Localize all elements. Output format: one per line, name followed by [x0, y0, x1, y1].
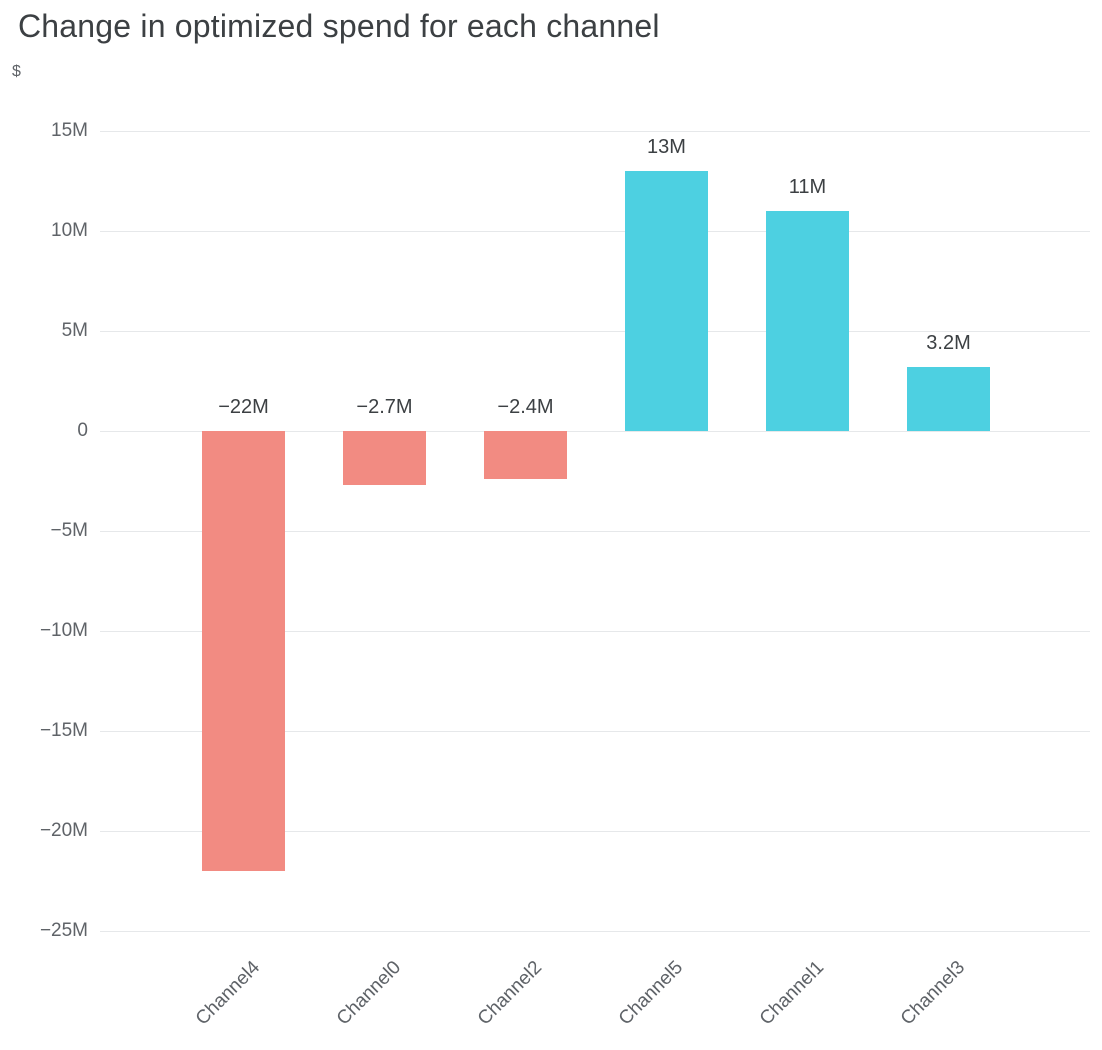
chart-title: Change in optimized spend for each chann…	[18, 8, 660, 44]
y-tick-label: −15M	[39, 720, 88, 741]
y-tick-label: 5M	[61, 320, 88, 341]
bar-channel0	[343, 431, 426, 485]
y-tick-label: −10M	[39, 620, 88, 641]
bar-value-label-channel0: −2.7M	[356, 396, 413, 418]
gridline	[100, 731, 1090, 732]
gridline	[100, 531, 1090, 532]
bar-value-label-channel5: 13M	[647, 136, 686, 158]
x-tick-label-channel0: Channel0	[332, 957, 406, 1030]
y-tick-label: −25M	[39, 920, 88, 941]
y-tick-label: −5M	[50, 520, 89, 541]
y-tick-label: 15M	[51, 120, 88, 141]
bar-value-label-channel2: −2.4M	[497, 396, 554, 418]
x-tick-label-channel4: Channel4	[191, 957, 265, 1030]
x-tick-label-channel2: Channel2	[473, 957, 547, 1030]
bar-value-label-channel1: 11M	[788, 176, 827, 198]
zero-gridline	[100, 431, 1090, 432]
gridline	[100, 631, 1090, 632]
x-tick-label-channel3: Channel3	[896, 957, 970, 1030]
y-tick-label: 0	[77, 420, 88, 441]
y-axis-title-dollar: $	[12, 63, 21, 80]
gridline	[100, 831, 1090, 832]
gridline	[100, 131, 1090, 132]
y-tick-label: 10M	[51, 220, 88, 241]
gridline	[100, 931, 1090, 932]
bar-channel2	[484, 431, 567, 479]
gridline	[100, 231, 1090, 232]
bar-value-label-channel4: −22M	[218, 396, 269, 418]
bar-channel5	[625, 171, 708, 431]
bar-channel1	[766, 211, 849, 431]
bar-channel3	[907, 367, 990, 431]
x-tick-label-channel1: Channel1	[755, 957, 829, 1030]
bar-channel4	[202, 431, 285, 871]
gridline	[100, 331, 1090, 332]
x-tick-label-channel5: Channel5	[614, 957, 688, 1030]
bar-value-label-channel3: 3.2M	[926, 332, 971, 354]
y-tick-label: −20M	[39, 820, 88, 841]
